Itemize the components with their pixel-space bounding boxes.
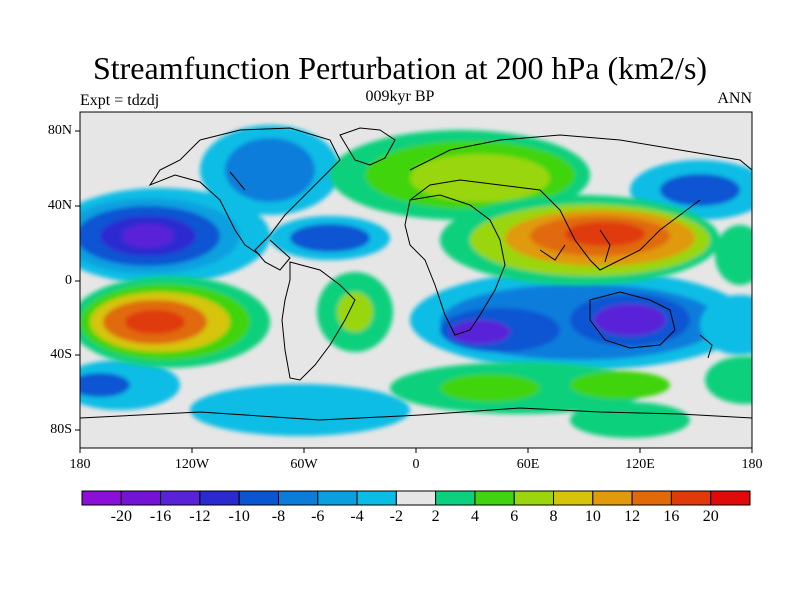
y-tick-80n: 80N xyxy=(47,123,72,138)
colorbar-swatch xyxy=(81,490,122,506)
colorbar-swatch xyxy=(120,490,162,506)
colorbar xyxy=(81,490,751,506)
colorbar-label: 2 xyxy=(431,508,440,525)
y-tick-80s: 80S xyxy=(50,422,72,437)
x-tick-180e: 180 xyxy=(741,457,763,472)
colorbar-swatch xyxy=(356,490,397,506)
x-tick-120e: 120E xyxy=(625,457,655,472)
colorbar-swatch xyxy=(631,490,672,506)
season-label: ANN xyxy=(717,90,752,107)
colorbar-label: 4 xyxy=(470,508,479,525)
experiment-label: Expt = tdzdj xyxy=(80,92,160,109)
colorbar-swatch xyxy=(238,490,279,506)
colorbar-label: -10 xyxy=(228,508,250,525)
colorbar-label: 20 xyxy=(702,508,719,525)
colorbar-label: 16 xyxy=(663,508,680,525)
colorbar-label: 6 xyxy=(510,508,519,525)
map-title: Streamfunction Perturbation at 200 hPa (… xyxy=(92,50,708,86)
coastlines xyxy=(80,127,752,421)
colorbar-label: -12 xyxy=(189,508,211,525)
colorbar-swatch xyxy=(277,490,319,506)
colorbar-label: -16 xyxy=(149,508,172,525)
colorbar-label: 10 xyxy=(584,508,601,525)
y-tick-40n: 40N xyxy=(47,198,72,213)
x-tick-60e: 60E xyxy=(516,457,540,472)
x-tick-60w: 60W xyxy=(290,457,318,472)
colorbar-swatch xyxy=(317,490,358,506)
colorbar-swatch xyxy=(513,490,555,506)
x-tick-0: 0 xyxy=(412,457,420,472)
colorbar-swatch xyxy=(474,490,515,506)
colorbar-label: 12 xyxy=(624,508,641,525)
y-tick-40s: 40S xyxy=(50,347,72,362)
colorbar-swatch xyxy=(670,490,712,506)
colorbar-swatch xyxy=(710,490,751,506)
colorbar-swatch xyxy=(592,490,633,506)
colorbar-label: -2 xyxy=(389,508,403,525)
colorbar-swatch xyxy=(160,490,201,506)
colorbar-label: -4 xyxy=(350,508,364,525)
colorbar-label: -20 xyxy=(110,508,132,525)
x-tick-120w: 120W xyxy=(174,457,210,472)
x-tick-180w: 180 xyxy=(69,457,91,472)
y-tick-0: 0 xyxy=(65,273,72,288)
colorbar-label: -6 xyxy=(311,508,325,525)
colorbar-label: 8 xyxy=(549,508,558,525)
axis-ticks xyxy=(75,130,753,453)
colorbar-swatch xyxy=(199,490,240,506)
period-label: 009kyr BP xyxy=(365,88,435,105)
colorbar-label: -8 xyxy=(271,508,286,525)
colorbar-swatch xyxy=(435,490,476,506)
colorbar-swatch xyxy=(395,490,437,506)
streamfunction-field xyxy=(80,112,752,448)
colorbar-swatch xyxy=(553,490,594,506)
